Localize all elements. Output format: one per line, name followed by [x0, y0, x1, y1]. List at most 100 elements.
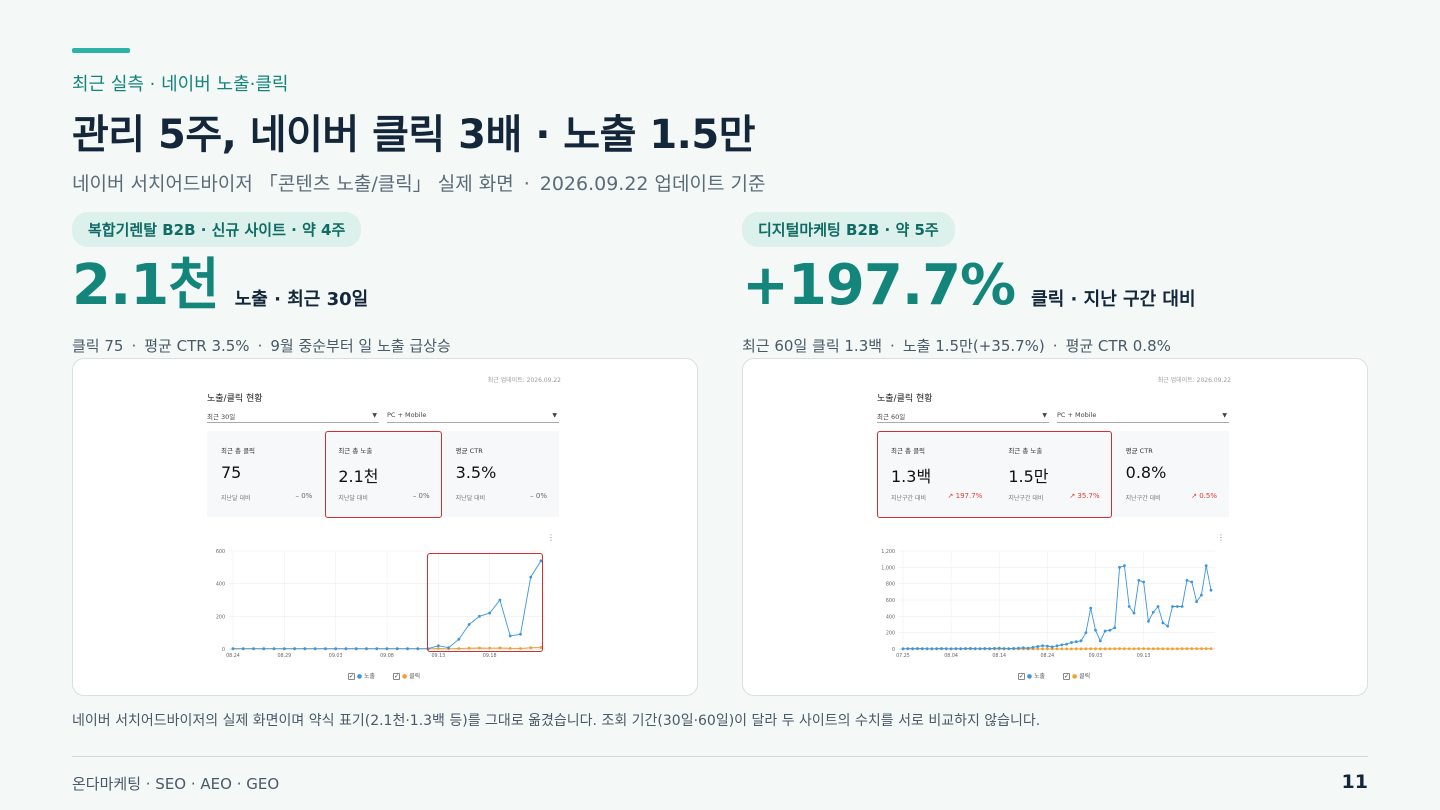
data-point	[529, 646, 533, 650]
data-point	[293, 647, 296, 651]
stat-impressions: 최근 총 노출 2.1천 지난달 대비 – 0%	[324, 431, 441, 517]
legend-clicks[interactable]: ✓ ● 클릭	[392, 673, 421, 680]
data-point	[1021, 646, 1025, 650]
data-point	[344, 647, 348, 651]
data-point	[920, 647, 924, 650]
data-point	[1113, 647, 1117, 651]
data-point	[1161, 621, 1165, 625]
stat-compare: 지난달 대비	[221, 495, 251, 502]
stat-compare: 지난구간 대비	[1125, 495, 1161, 502]
data-point	[1036, 645, 1040, 648]
left-kpi-label: 노출 · 최근 30일	[234, 289, 369, 310]
data-point	[1190, 580, 1194, 584]
stat-change: ↗ 0.5%	[1191, 492, 1217, 500]
right-metric: 최근 60일 클릭 1.3백	[742, 337, 883, 355]
data-point	[1108, 647, 1112, 651]
chart-legend: ✓ ● 노출 ✓ ● 클릭	[207, 671, 561, 680]
data-point	[1147, 619, 1150, 623]
data-point	[1142, 647, 1146, 651]
data-point	[1074, 640, 1078, 644]
data-point	[1045, 647, 1049, 651]
left-tag: 복합기렌탈 B2B · 신규 사이트 · 약 4주	[72, 212, 362, 247]
data-point	[940, 647, 943, 650]
legend-label: 클릭	[409, 673, 421, 680]
data-point	[1161, 647, 1165, 651]
data-point	[964, 647, 967, 650]
legend-impressions[interactable]: ✓ ● 노출	[347, 673, 376, 680]
data-point	[1084, 631, 1088, 635]
device-select[interactable]: PC + Mobile ▼	[1057, 411, 1229, 423]
stat-compare: 지난구간 대비	[891, 495, 927, 502]
y-tick-label: 200	[886, 631, 895, 637]
stat-label: 평균 CTR	[1125, 447, 1153, 455]
data-point	[1060, 643, 1064, 647]
stats-row: 최근 총 클릭 1.3백 지난구간 대비 ↗ 197.7% 최근 총 노출 1.…	[877, 431, 1229, 517]
data-point	[1195, 647, 1198, 651]
brand-footer: 온다마케팅 · SEO · AEO · GEO	[72, 775, 280, 793]
data-point	[1002, 647, 1006, 650]
period-select[interactable]: 최근 60일 ▼	[877, 411, 1049, 423]
last-updated: 최근 업데이트: 2026.09.22	[487, 377, 561, 384]
caret-down-icon: ▼	[1222, 412, 1227, 419]
legend-clicks[interactable]: ✓ ● 클릭	[1062, 673, 1091, 680]
left-metric: 9월 중순부터 일 노출 급상승	[270, 337, 451, 355]
right-metrics: 최근 60일 클릭 1.3백 · 노출 1.5만(+35.7%) · 평균 CTR 0.…	[742, 337, 1171, 355]
stat-impressions: 최근 총 노출 1.5만 지난구간 대비 ↗ 35.7%	[994, 431, 1111, 517]
period-select[interactable]: 최근 30일 ▼	[207, 411, 379, 423]
data-point	[1089, 647, 1093, 651]
data-point	[436, 647, 440, 650]
y-tick-label: 200	[216, 614, 225, 620]
data-point	[1204, 564, 1208, 568]
data-point	[457, 637, 461, 641]
y-tick-label: 600	[216, 549, 225, 555]
data-point	[324, 647, 327, 651]
data-point	[313, 647, 317, 651]
data-point	[241, 647, 245, 651]
left-metric: 클릭 75	[72, 337, 124, 355]
legend-label: 노출	[363, 673, 376, 680]
data-point	[1132, 611, 1136, 615]
device-select[interactable]: PC + Mobile ▼	[387, 411, 559, 423]
data-point	[1070, 647, 1073, 651]
data-point	[1127, 605, 1131, 608]
data-point	[1156, 647, 1160, 651]
data-point	[1050, 647, 1054, 651]
x-tick-label: 09.03	[329, 653, 343, 659]
data-point	[1180, 647, 1184, 651]
left-screenshot-card: 최근 업데이트: 2026.09.22 노출/클릭 현황 최근 30일 ▼ PC …	[72, 358, 698, 696]
stat-label: 최근 총 노출	[338, 447, 373, 455]
y-tick-label: 400	[886, 614, 895, 620]
data-point	[1175, 647, 1179, 651]
data-point	[1118, 565, 1121, 569]
x-tick-label: 09.18	[483, 653, 497, 659]
data-point	[993, 646, 996, 650]
legend-impressions[interactable]: ✓ ● 노출	[1017, 673, 1046, 680]
data-point	[539, 645, 543, 649]
more-menu-icon[interactable]: ⋮	[547, 533, 555, 542]
highlight-box	[427, 553, 543, 652]
caret-down-icon: ▼	[552, 412, 557, 419]
right-screenshot-card: 최근 업데이트: 2026.09.22 노출/클릭 현황 최근 60일 ▼ PC …	[742, 358, 1368, 696]
data-point	[1166, 647, 1170, 651]
subtitle: 네이버 서치어드바이저 「콘텐츠 노출/클릭」 실제 화면 · 2026.09.22…	[72, 169, 765, 196]
data-point	[1122, 564, 1126, 568]
stat-value: 3.5%	[455, 463, 497, 482]
data-point	[1017, 646, 1020, 650]
data-point	[1195, 600, 1198, 604]
data-point	[925, 647, 929, 651]
subtitle-date: 2026.09.22 업데이트 기준	[539, 173, 766, 195]
data-point	[1151, 610, 1155, 614]
left-kpi-row: 2.1천 노출 · 최근 30일	[72, 255, 698, 317]
data-point	[1074, 647, 1078, 651]
data-point	[436, 644, 440, 648]
data-point	[519, 647, 522, 650]
stat-change: ↗ 35.7%	[1069, 492, 1100, 500]
more-menu-icon[interactable]: ⋮	[1217, 533, 1225, 542]
data-point	[944, 647, 948, 651]
data-point	[988, 647, 992, 650]
checkbox-icon: ✓	[1062, 673, 1070, 680]
right-metric: 노출 1.5만(+35.7%)	[902, 337, 1045, 355]
y-tick-label: 0	[222, 647, 225, 653]
data-point	[1204, 647, 1208, 650]
panel-title: 노출/클릭 현황	[877, 394, 933, 404]
